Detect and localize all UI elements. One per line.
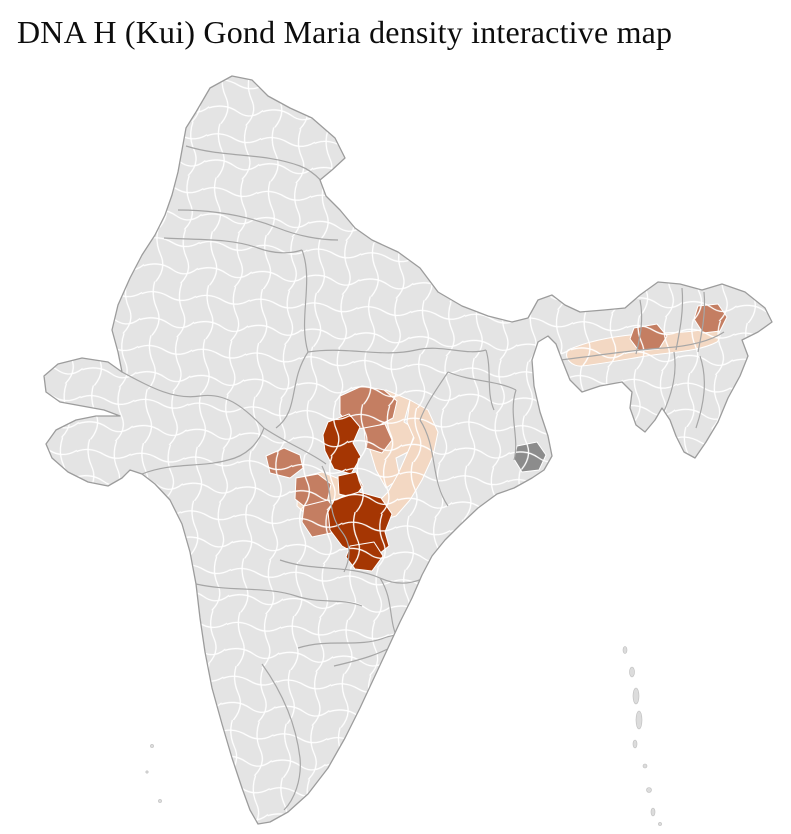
lakshadweep-islands xyxy=(145,744,162,803)
island xyxy=(632,739,638,749)
state-border xyxy=(279,559,435,584)
state-border xyxy=(485,349,495,411)
district-grid xyxy=(44,76,772,824)
state-border xyxy=(419,419,449,507)
state-border xyxy=(321,465,350,573)
state-border xyxy=(559,331,725,361)
state-border xyxy=(512,389,517,461)
state-border xyxy=(307,347,487,354)
state-border xyxy=(635,299,643,355)
island xyxy=(635,710,643,730)
state-border xyxy=(261,663,301,811)
island xyxy=(150,744,154,748)
state-border xyxy=(695,355,705,429)
island xyxy=(158,799,162,803)
island xyxy=(650,807,656,817)
state-border xyxy=(697,291,706,353)
island xyxy=(629,666,635,678)
state-border xyxy=(419,371,449,421)
island xyxy=(632,687,640,705)
page-title: DNA H (Kui) Gond Maria density interacti… xyxy=(17,14,673,50)
state-border xyxy=(301,249,309,353)
island xyxy=(658,822,662,826)
state-border xyxy=(275,351,309,429)
state-border xyxy=(163,237,303,254)
andaman-nicobar-islands xyxy=(622,646,662,826)
state-border xyxy=(177,209,339,241)
island xyxy=(145,770,149,774)
state-border xyxy=(141,427,265,475)
island xyxy=(646,787,652,793)
island xyxy=(642,763,648,769)
state-border xyxy=(675,287,684,351)
state-border xyxy=(195,583,363,607)
island xyxy=(622,646,628,654)
state-border xyxy=(121,371,265,429)
state-border xyxy=(447,371,517,391)
state-border xyxy=(263,427,327,465)
